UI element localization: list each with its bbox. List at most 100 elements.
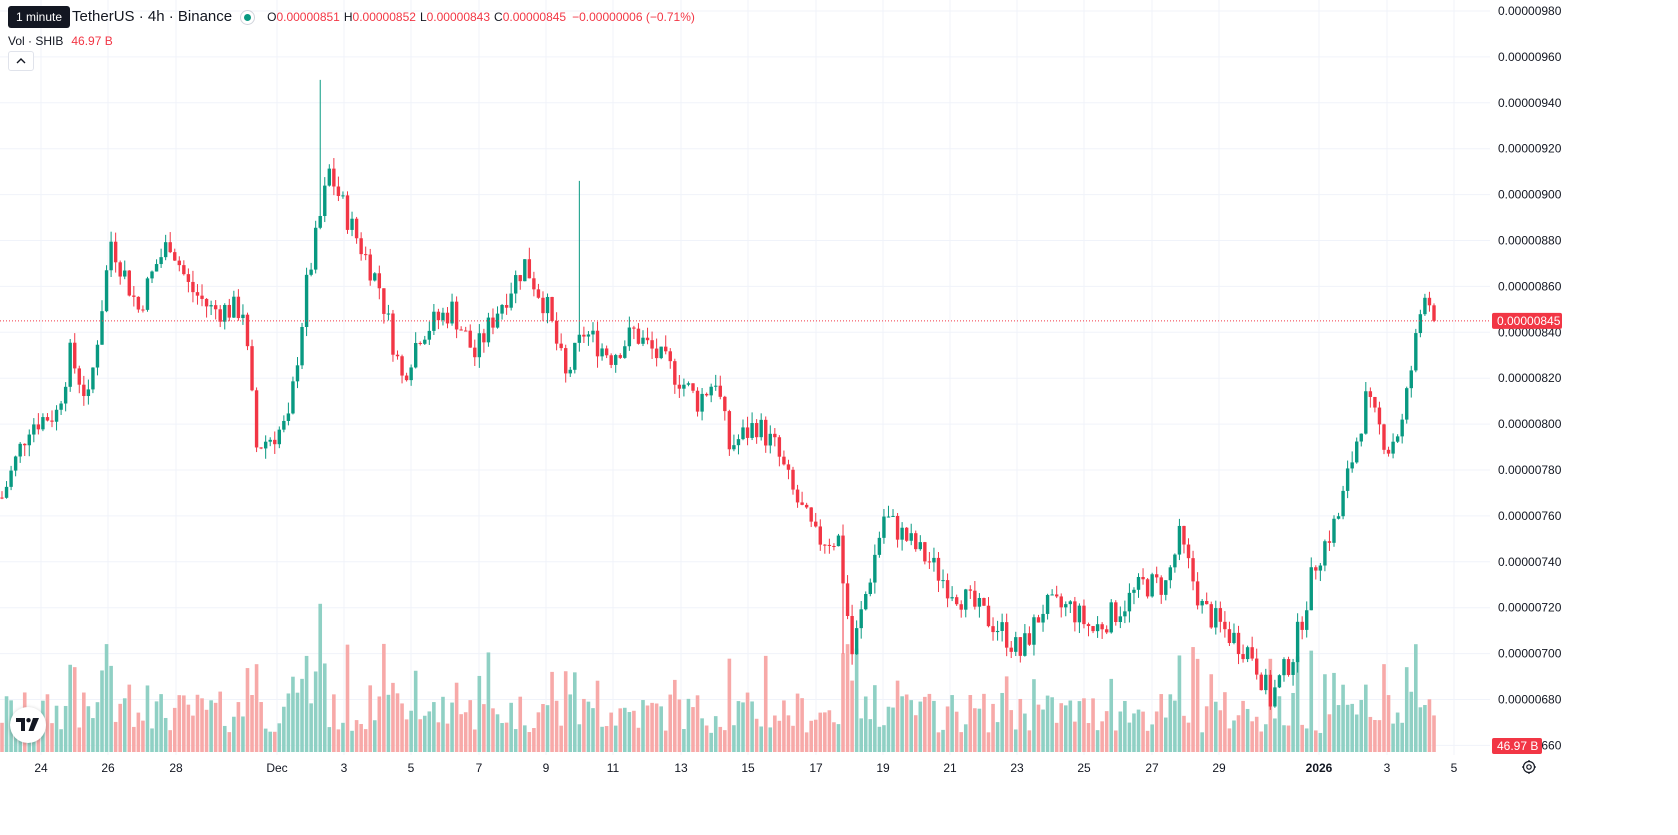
volume-bar xyxy=(132,726,136,752)
price-axis-label: 0.00000700 xyxy=(1498,647,1562,661)
volume-bar xyxy=(954,711,959,752)
candle-body xyxy=(859,609,863,629)
volume-bar xyxy=(82,692,86,752)
volume-bar xyxy=(963,724,968,752)
market-status-icon[interactable] xyxy=(240,9,256,25)
volume-bar xyxy=(1336,705,1341,752)
time-axis[interactable]: 24 26 28 Dec 3 5 7 9 11 13 15 17 19 21 23 25 27 29 2026 3 5 xyxy=(34,761,1457,775)
candle-body xyxy=(300,326,304,366)
volume-bar xyxy=(454,682,459,752)
candle-body xyxy=(45,417,50,421)
candle-body xyxy=(1168,567,1173,581)
candle-body xyxy=(1359,433,1363,442)
candle-body xyxy=(964,589,968,610)
volume-bar xyxy=(636,727,641,752)
candle-body xyxy=(50,420,54,422)
volume-bar xyxy=(1236,715,1241,752)
candle-body xyxy=(554,320,559,344)
candle-body xyxy=(1250,647,1254,659)
candle-body xyxy=(218,309,222,322)
candle-body xyxy=(1286,659,1291,675)
candle-body xyxy=(4,486,9,498)
symbol-title[interactable]: TetherUS · 4h · Binance xyxy=(72,8,233,25)
volume-bar xyxy=(422,715,427,752)
candle-body xyxy=(236,296,241,319)
candle-body xyxy=(404,375,409,381)
volume-bar xyxy=(891,707,895,752)
candle-body xyxy=(1232,632,1236,644)
volume-bar xyxy=(1141,711,1145,752)
volume-bar xyxy=(54,705,59,752)
volume-bar xyxy=(1036,704,1041,752)
candle-body xyxy=(1273,687,1277,707)
candle-body xyxy=(177,260,181,266)
candle-body xyxy=(282,420,286,430)
volume-bar xyxy=(182,695,186,752)
candle-body xyxy=(1295,621,1300,663)
volume-bar xyxy=(413,670,418,752)
candle-body xyxy=(1177,525,1182,555)
volume-bar xyxy=(732,725,736,752)
candle-body xyxy=(650,340,654,349)
candle-body xyxy=(77,368,81,385)
candle-body xyxy=(95,344,100,368)
volume-bar xyxy=(645,705,650,752)
candle-body xyxy=(759,419,763,438)
volume-bar xyxy=(1159,694,1164,752)
volume-bar xyxy=(627,712,632,752)
volume-bar xyxy=(118,703,122,752)
volume-bar xyxy=(359,723,363,752)
volume-bar xyxy=(486,652,491,752)
candle-body xyxy=(532,278,536,290)
candle-body xyxy=(500,304,504,314)
candle-body xyxy=(91,367,95,390)
volume-bar xyxy=(863,696,868,752)
candle-body xyxy=(327,168,332,186)
candle-body xyxy=(277,429,282,445)
volume-bar xyxy=(1332,672,1336,752)
candle-body xyxy=(695,390,700,412)
candle-body xyxy=(18,443,22,457)
change-value: −0.00000006 (−0.71%) xyxy=(572,10,695,24)
volume-bar xyxy=(1073,721,1077,752)
time-axis-label: 23 xyxy=(1010,761,1024,775)
candle-body xyxy=(1341,490,1345,517)
volume-bar xyxy=(941,729,945,752)
volume-bar xyxy=(1414,644,1418,752)
volume-bar xyxy=(191,715,195,752)
volume-bar xyxy=(927,693,932,752)
candle-body xyxy=(1123,611,1127,617)
tradingview-logo[interactable] xyxy=(10,707,46,743)
candle-body xyxy=(186,274,191,282)
volume-bar xyxy=(1209,674,1214,752)
volume-bar xyxy=(650,702,654,752)
candle-body xyxy=(632,327,636,329)
candle-body xyxy=(413,342,418,368)
candle-body xyxy=(932,557,936,563)
chart-settings-button[interactable] xyxy=(1520,758,1538,776)
volume-bar xyxy=(877,726,882,752)
price-axis[interactable]: 0.00000980 0.00000960 0.00000940 0.00000920… xyxy=(1498,4,1562,752)
volume-bar xyxy=(586,701,591,752)
candle-body xyxy=(841,535,845,584)
candle-body xyxy=(345,195,350,230)
volume-bar xyxy=(563,671,568,752)
candle-body xyxy=(591,330,595,335)
volume-bar xyxy=(1086,723,1091,752)
candle-body xyxy=(745,427,750,438)
volume-bar xyxy=(604,726,609,752)
volume-label[interactable]: Vol · SHIB xyxy=(8,34,64,48)
volume-bar xyxy=(950,695,954,752)
volume-bar xyxy=(350,730,354,752)
candle-body xyxy=(827,544,832,546)
candle-body xyxy=(800,502,804,505)
candle-body xyxy=(391,313,395,355)
collapse-legend-button[interactable] xyxy=(8,51,34,71)
candle-body xyxy=(777,437,782,457)
candle-body xyxy=(200,295,204,299)
candle-body xyxy=(1186,544,1191,559)
volume-bar xyxy=(700,718,704,752)
volume-bar xyxy=(850,680,854,752)
volume-bar xyxy=(1323,674,1327,752)
